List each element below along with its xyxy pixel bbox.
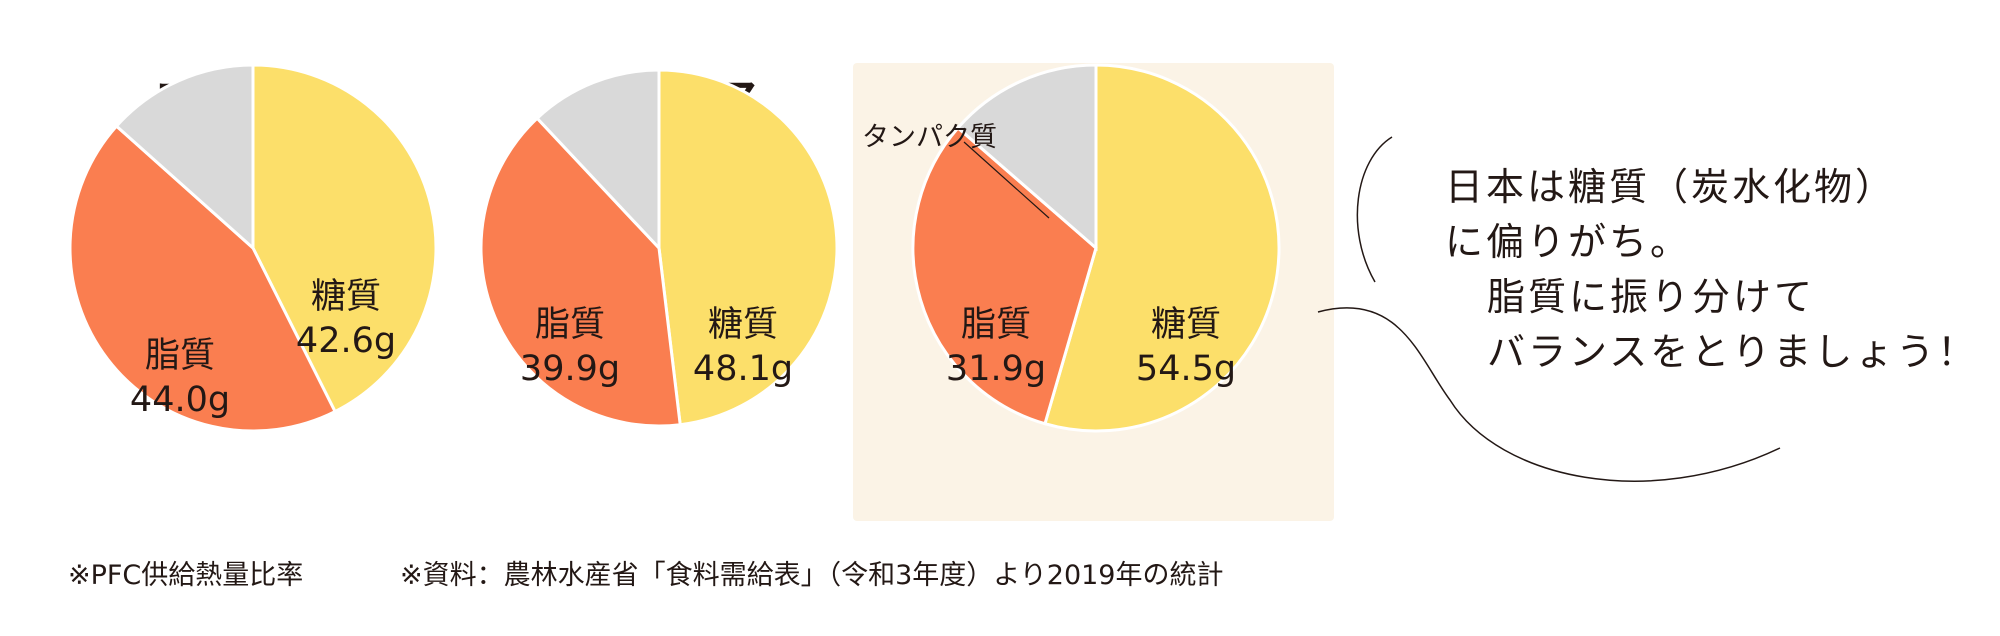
footnote-source: ※資料：農林水産省「食料需給表」（令和3年度）より2019年の統計: [400, 560, 1224, 591]
pie-slice-fat: [911, 125, 1098, 426]
slice-value: 44.0g: [129, 380, 231, 420]
slice-value: 39.9g: [519, 349, 621, 389]
pie-svg: [68, 63, 438, 433]
protein-leader-line: [963, 141, 1050, 219]
pie-slice-carb: [657, 68, 839, 427]
slice-value: 48.1g: [692, 349, 794, 389]
slice-name: 糖質: [1150, 305, 1221, 345]
advice-message: 日本は糖質（炭水化物） に偏りがち。 脂質に振り分けて バランスをとりましょう！: [1445, 160, 2000, 380]
slice-value: 31.9g: [945, 349, 1047, 389]
slice-name: 糖質: [707, 305, 778, 345]
message-line: に偏りがち。: [1445, 220, 1692, 264]
slice-value: 42.6g: [295, 321, 397, 361]
footnote-pfc: ※PFC供給熱量比率: [68, 560, 304, 591]
message-line: 日本は糖質（炭水化物）: [1445, 165, 1897, 209]
message-line: バランスをとりましょう！: [1487, 330, 1979, 374]
pie-svg: [911, 63, 1281, 433]
slice-label-fat: 脂質 31.9g: [946, 303, 1046, 391]
pie-slice-carb: [1043, 63, 1281, 433]
slice-label-protein: タンパク質: [862, 122, 997, 153]
pie-slice-carb: [251, 63, 438, 414]
slice-label-carb: 糖質 48.1g: [693, 303, 793, 391]
pie-slice-fat: [68, 124, 338, 433]
slice-label-carb: 糖質 54.5g: [1136, 303, 1236, 391]
pie-chart-italy: イタリア 糖質 48.1g 脂質 39.9g: [450, 0, 870, 520]
pie-slice-protein: [955, 63, 1098, 252]
pie-slice-protein: [114, 63, 255, 252]
pie-slice-protein: [535, 68, 661, 252]
slice-value: 54.5g: [1135, 349, 1237, 389]
slice-name: 糖質: [310, 277, 381, 317]
slice-label-fat: 脂質 44.0g: [130, 334, 230, 422]
slice-name: 脂質: [534, 305, 605, 345]
pie-slice-fat: [479, 116, 682, 428]
slice-name: 脂質: [144, 336, 215, 376]
slice-label-carb: 糖質 42.6g: [296, 275, 396, 363]
pie-chart-japan: 日本 糖質 54.5g 脂質 31.9g タンパク質: [862, 0, 1304, 520]
message-line: 脂質に振り分けて: [1487, 275, 1816, 319]
pie-chart-spain: スペイン 糖質 42.6g 脂質 44.0g: [40, 0, 460, 520]
slice-label-fat: 脂質 39.9g: [520, 303, 620, 391]
slice-name: 脂質: [960, 305, 1031, 345]
pie-svg: [479, 68, 839, 428]
